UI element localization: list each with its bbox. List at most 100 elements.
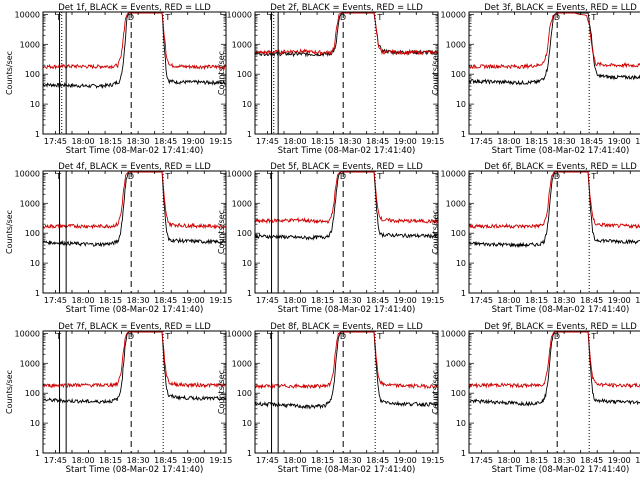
events-series-line <box>255 171 438 241</box>
x-tick-label: 18:15 <box>525 137 548 146</box>
x-tick-label: 18:00 <box>283 137 306 146</box>
events-series-line <box>43 331 226 404</box>
top-mark-label: D <box>128 332 134 341</box>
x-axis-label: Start Time (08-Mar-02 17:41:40) <box>278 146 416 156</box>
time-markers <box>271 171 376 293</box>
y-axis: 1 10 100 1000 10000 <box>441 329 474 458</box>
panel-title: Det 7f, BLACK = Events, RED = LLD <box>58 322 211 332</box>
x-axis: 17:45 18:00 18:15 18:30 18:45 19:00 19:15 <box>44 331 232 465</box>
series-group <box>255 12 438 58</box>
x-tick-label: 18:00 <box>283 296 306 305</box>
x-axis: 17:45 18:00 18:15 18:30 18:45 19:00 19:15 <box>44 171 232 305</box>
y-tick-label: 1000 <box>446 199 466 208</box>
y-tick-label: 100 <box>25 229 40 238</box>
x-tick-label: 18:45 <box>366 296 389 305</box>
x-tick-label: 18:30 <box>553 456 576 465</box>
panel-title: Det 9f, BLACK = Events, RED = LLD <box>484 322 637 332</box>
panel-title: Det 5f, BLACK = Events, RED = LLD <box>270 162 423 172</box>
x-axis-label: Start Time (08-Mar-02 17:41:40) <box>66 465 204 475</box>
x-tick-label: 19:15 <box>209 456 232 465</box>
x-tick-label: 18:45 <box>366 456 389 465</box>
x-tick-label: 18:45 <box>154 456 177 465</box>
x-axis-label: Start Time (08-Mar-02 17:41:40) <box>66 305 204 315</box>
x-tick-label: 17:45 <box>470 456 493 465</box>
x-tick-label: 18:15 <box>525 296 548 305</box>
y-tick-label: 1000 <box>446 40 466 49</box>
y-tick-label: 100 <box>25 70 40 79</box>
lld-series-line <box>469 331 640 389</box>
x-tick-label: 18:00 <box>71 296 94 305</box>
plot-frame <box>468 11 640 135</box>
lld-series-line <box>43 12 226 71</box>
top-mark-label: T <box>267 172 273 181</box>
y-tick-label: 100 <box>451 389 466 398</box>
y-axis-label: Counts/sec <box>431 210 440 254</box>
x-tick-label: 18:45 <box>580 456 603 465</box>
plot-frame <box>42 330 227 454</box>
y-tick-label: 10 <box>30 100 40 109</box>
plot-frame <box>42 170 227 294</box>
time-markers <box>271 12 376 134</box>
top-mark-label: T <box>55 172 61 181</box>
series-group <box>43 12 226 90</box>
top-mark-label: T <box>164 172 170 181</box>
y-tick-label: 1 <box>35 289 40 298</box>
x-tick-label: 18:30 <box>127 456 150 465</box>
x-tick-label: 18:30 <box>339 456 362 465</box>
y-tick-label: 100 <box>451 229 466 238</box>
top-mark-label: D <box>554 172 560 181</box>
x-tick-label: 17:45 <box>256 296 279 305</box>
x-tick-label: 19:15 <box>421 296 444 305</box>
y-axis-label: Counts/sec <box>431 51 440 95</box>
y-tick-label: 1000 <box>20 199 40 208</box>
y-tick-label: 1000 <box>232 40 252 49</box>
y-axis-label: Counts/sec <box>5 370 14 414</box>
y-tick-label: 1 <box>461 289 466 298</box>
x-axis: 17:45 18:00 18:15 18:30 18:45 19:00 19:15 <box>256 331 444 465</box>
x-tick-label: 18:45 <box>580 296 603 305</box>
x-tick-label: 17:45 <box>44 296 67 305</box>
panel-title: Det 6f, BLACK = Events, RED = LLD <box>484 162 637 172</box>
y-tick-label: 1000 <box>446 359 466 368</box>
lld-series-line <box>43 331 226 389</box>
y-axis-label: Counts/sec <box>217 370 226 414</box>
x-tick-label: 19:00 <box>608 296 631 305</box>
x-tick-label: 19:15 <box>209 137 232 146</box>
x-tick-label: 18:30 <box>339 296 362 305</box>
y-tick-label: 10 <box>456 259 466 268</box>
y-tick-label: 1 <box>247 449 252 458</box>
y-axis: 1 10 100 1000 10000 <box>15 169 226 298</box>
x-tick-label: 19:00 <box>394 296 417 305</box>
y-tick-label: 10000 <box>441 10 466 19</box>
x-tick-label: 18:15 <box>525 456 548 465</box>
x-tick-label: 19:15 <box>421 137 444 146</box>
plot-frame <box>42 11 227 135</box>
events-series-line <box>469 12 640 86</box>
panel-title: Det 8f, BLACK = Events, RED = LLD <box>270 322 423 332</box>
x-tick-label: 18:15 <box>311 456 334 465</box>
time-markers <box>59 12 164 134</box>
top-mark-label: T <box>267 13 273 22</box>
x-tick-label: 17:45 <box>44 456 67 465</box>
top-mark-label: T <box>590 172 596 181</box>
y-axis: 1 10 100 1000 10000 <box>441 169 474 298</box>
x-axis: 17:45 18:00 18:15 18:30 18:45 19:00 19:15 <box>470 171 640 305</box>
top-mark-label: T <box>376 13 382 22</box>
series-group <box>43 331 226 404</box>
events-series-line <box>469 171 640 249</box>
plot-frame <box>254 170 439 294</box>
x-tick-label: 18:15 <box>311 137 334 146</box>
x-tick-label: 19:00 <box>182 456 205 465</box>
y-tick-label: 1000 <box>232 199 252 208</box>
x-tick-label: 17:45 <box>470 137 493 146</box>
x-axis-label: Start Time (08-Mar-02 17:41:40) <box>492 465 630 475</box>
events-series-line <box>469 331 640 407</box>
y-tick-label: 10000 <box>227 329 252 338</box>
x-axis: 17:45 18:00 18:15 18:30 18:45 19:00 19:15 <box>256 171 444 305</box>
x-tick-label: 18:30 <box>339 137 362 146</box>
lld-series-line <box>255 171 438 225</box>
x-tick-label: 18:45 <box>154 137 177 146</box>
lld-series-line <box>469 12 640 70</box>
